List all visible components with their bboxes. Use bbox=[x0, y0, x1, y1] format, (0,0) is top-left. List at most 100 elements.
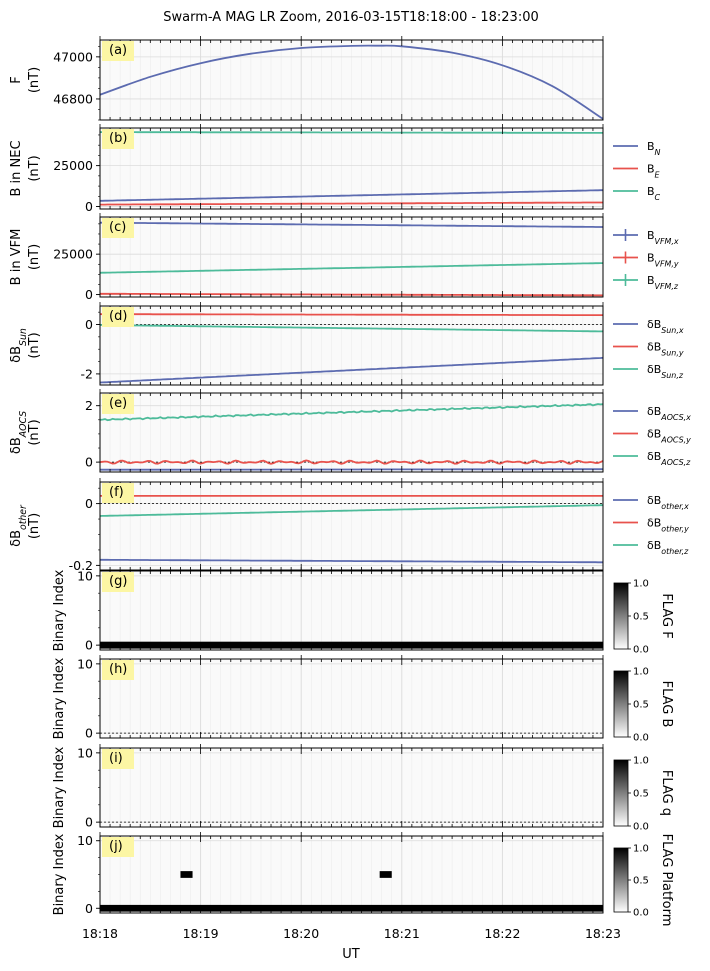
colorbar bbox=[613, 847, 629, 913]
figure-title: Swarm-A MAG LR Zoom, 2016-03-15T18:18:00… bbox=[163, 10, 539, 25]
x-tick-label: 18:21 bbox=[384, 926, 420, 941]
colorbar-tick-label: 0.0 bbox=[633, 645, 649, 656]
y-axis-label: δBother bbox=[9, 504, 29, 547]
colorbar-tick-label: 1.0 bbox=[633, 756, 649, 767]
y-axis-unit: (nT) bbox=[27, 419, 42, 445]
y-axis-label: Binary Index bbox=[52, 569, 67, 651]
y-tick-label: 25000 bbox=[53, 247, 93, 262]
colorbar-label: FLAG Platform bbox=[659, 834, 674, 927]
colorbar-tick-label: 0.5 bbox=[633, 612, 649, 623]
y-tick-label: 10 bbox=[77, 568, 93, 583]
y-axis-unit: (nT) bbox=[27, 244, 42, 270]
legend-label: δBAOCS,y bbox=[647, 428, 691, 445]
colorbar-tick-label: 0.5 bbox=[633, 876, 649, 887]
y-tick-label: 0 bbox=[85, 287, 93, 302]
colorbar bbox=[613, 759, 629, 827]
legend-label: BVFM,y bbox=[647, 252, 679, 269]
y-tick-label: -2 bbox=[81, 366, 93, 381]
panel-tag: (j) bbox=[109, 839, 123, 854]
legend-label: δBother,y bbox=[647, 517, 689, 534]
panel-h: 0.0 0.5 1.0 FLAG B 0 10 (h) Binary Index bbox=[52, 655, 674, 744]
panel-tag-bg bbox=[102, 837, 134, 857]
legend-label: δBSun,x bbox=[647, 318, 684, 335]
y-tick-label: 10 bbox=[77, 833, 93, 848]
panel-b: 0 25000 (b) B in NEC (nT) BN BE BC bbox=[9, 124, 661, 214]
y-axis-label: F bbox=[9, 76, 24, 83]
panel-j: 0.0 0.5 1.0 FLAG Platform 0 10 (j) Binary Index… bbox=[52, 832, 674, 941]
panel-tag: (e) bbox=[109, 396, 127, 411]
y-tick-label: 0 bbox=[85, 638, 93, 653]
flag-cell bbox=[100, 904, 603, 912]
panel-c: 0 25000 (c) B in VFM (nT) BVFM,x BVFM,y BVFM,z bbox=[9, 213, 679, 302]
panel-tag-bg bbox=[102, 572, 134, 592]
colorbar-tick-label: 1.0 bbox=[633, 579, 649, 590]
panel-tag: (c) bbox=[109, 220, 126, 235]
series-line-3 bbox=[100, 131, 603, 134]
colorbar-tick-label: 0.0 bbox=[633, 822, 649, 833]
y-tick-label: -0.2 bbox=[69, 558, 93, 573]
colorbar-label: FLAG F bbox=[659, 593, 674, 638]
y-axis-label: δBSun bbox=[9, 328, 29, 363]
series-line-1 bbox=[100, 189, 603, 202]
y-tick-label: 0 bbox=[85, 455, 93, 470]
y-tick-label: 0 bbox=[85, 199, 93, 214]
panel-f: -0.2 0 (f) δBother(nT) δBother,x δBother,y δBo… bbox=[9, 478, 689, 573]
colorbar-label: FLAG q bbox=[659, 770, 674, 816]
panel-tag: (f) bbox=[109, 485, 124, 500]
series-line-2 bbox=[99, 313, 603, 316]
y-tick-label: 0 bbox=[85, 317, 93, 332]
x-tick-label: 18:23 bbox=[585, 926, 621, 941]
y-tick-label: 47000 bbox=[53, 49, 93, 64]
panel-tag-bg bbox=[102, 483, 134, 503]
legend-label: δBSun,y bbox=[647, 341, 684, 358]
y-axis-label: Binary Index bbox=[52, 833, 67, 915]
panel-tag: (b) bbox=[109, 131, 127, 146]
series-line-1 bbox=[100, 558, 603, 564]
panel-tag-bg bbox=[102, 307, 134, 327]
legend-label: δBAOCS,x bbox=[647, 405, 691, 422]
series-line-2 bbox=[99, 459, 604, 465]
y-axis-label: B in VFM bbox=[9, 229, 24, 286]
colorbar-tick-label: 0.0 bbox=[633, 733, 649, 744]
y-axis-unit: (nT) bbox=[27, 67, 42, 93]
colorbar-tick-label: 1.0 bbox=[633, 844, 649, 855]
panel-tag-bg bbox=[102, 749, 134, 769]
y-axis-label: Binary Index bbox=[52, 746, 67, 828]
series-line-3 bbox=[99, 504, 603, 517]
colorbar-tick-label: 1.0 bbox=[633, 667, 649, 678]
y-axis-label: B in NEC bbox=[9, 140, 24, 196]
y-tick-label: 10 bbox=[77, 656, 93, 671]
panel-tag: (h) bbox=[109, 662, 127, 677]
series-line-1 bbox=[100, 221, 603, 228]
colorbar bbox=[613, 670, 629, 738]
x-tick-label: 18:22 bbox=[484, 926, 520, 941]
legend-label: δBother,x bbox=[647, 494, 689, 511]
y-tick-label: 0 bbox=[85, 496, 93, 511]
panel-tag-bg bbox=[102, 41, 134, 61]
panel-tag: (a) bbox=[109, 43, 127, 58]
y-axis-label: Binary Index bbox=[52, 657, 67, 739]
y-axis-unit: (nT) bbox=[27, 155, 42, 181]
legend-label: BVFM,z bbox=[647, 274, 679, 291]
flag-cell bbox=[100, 641, 603, 649]
panel-e: 0 2 (e) δBAOCS(nT) δBAOCS,x δBAOCS,y δBAOCS,z bbox=[9, 389, 691, 473]
colorbar-tick-label: 0.5 bbox=[633, 789, 649, 800]
panel-g: 0.0 0.5 1.0 FLAG F 0 10 (g) Binary Index bbox=[52, 567, 674, 656]
legend-label: δBSun,z bbox=[647, 363, 684, 380]
x-axis-label: UT bbox=[342, 947, 360, 962]
panel-tag-bg bbox=[102, 394, 134, 414]
flag-cell bbox=[379, 871, 392, 878]
y-tick-label: 2 bbox=[85, 398, 93, 413]
colorbar bbox=[613, 582, 629, 650]
y-tick-label: 46800 bbox=[53, 91, 93, 106]
legend-label: BE bbox=[647, 163, 660, 180]
series-line-1 bbox=[99, 44, 604, 120]
y-tick-label: 0 bbox=[85, 815, 93, 830]
y-axis-unit: (nT) bbox=[27, 513, 42, 539]
series-line-3 bbox=[99, 403, 604, 422]
y-tick-label: 0 bbox=[85, 726, 93, 741]
panel-tag: (g) bbox=[109, 574, 127, 589]
legend-label: BVFM,x bbox=[647, 229, 679, 246]
series-line-2 bbox=[100, 201, 603, 206]
